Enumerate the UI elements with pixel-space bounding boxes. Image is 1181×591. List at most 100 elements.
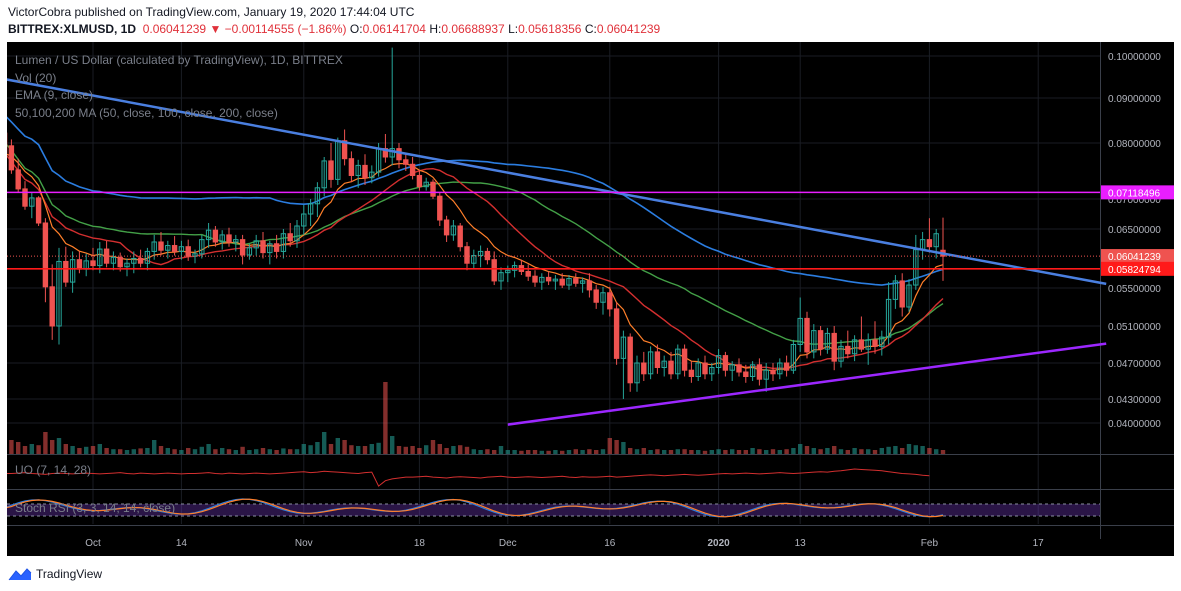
volume-bar [104, 448, 109, 454]
volume-bar [444, 448, 449, 454]
volume-bar [288, 449, 293, 454]
volume-bar [852, 448, 857, 454]
volume-bar [730, 449, 735, 454]
candle-body [437, 195, 443, 221]
candle-body [369, 171, 375, 179]
footer-brand-text: TradingView [36, 567, 103, 581]
price-tag-bg-0 [1101, 185, 1174, 200]
volume-bar [396, 446, 402, 454]
price-tick-label: 0.08000000 [1108, 139, 1161, 150]
volume-bar [342, 440, 347, 454]
candle-body [457, 225, 463, 248]
volume-bar [886, 446, 891, 454]
volume-bar [825, 448, 830, 454]
volume-bar [804, 446, 810, 454]
candle-body [239, 239, 246, 256]
volume-bar [600, 449, 606, 454]
candle-body [471, 255, 477, 264]
candle-body [212, 229, 219, 243]
candle-body [695, 362, 701, 377]
volume-bar [634, 449, 640, 454]
tradingview-logo-icon [8, 568, 32, 581]
footer-brand[interactable]: TradingView [8, 565, 102, 583]
candle-body [192, 253, 198, 257]
candle-body [42, 222, 49, 288]
candle-body [321, 160, 327, 189]
volume-bar [247, 450, 252, 454]
volume-bar [784, 449, 789, 454]
volume-bar [192, 449, 198, 454]
close-value: 0.06041239 [596, 22, 661, 36]
volume-bar [940, 450, 946, 454]
candle-body [702, 362, 708, 375]
chart-panel[interactable]: 0.10000000 0.09000000 0.08000000 0.07000000… [7, 42, 1174, 556]
candle-body [790, 344, 797, 371]
volume-bar [743, 450, 748, 454]
candle-body [586, 280, 593, 291]
candle-body [117, 256, 123, 268]
candle-body [63, 260, 69, 283]
candle-body [267, 243, 273, 254]
candle-body [301, 213, 307, 227]
volume-bar [111, 449, 116, 454]
volume-bar [478, 450, 483, 454]
candle-body [770, 369, 776, 375]
volume-bar [458, 445, 463, 454]
volume-bar [301, 444, 306, 454]
volume-bar [702, 450, 708, 454]
volume-bar [335, 438, 340, 454]
candle-body [171, 245, 178, 252]
candle-body [824, 332, 831, 350]
candle-body [260, 240, 266, 254]
candle-body [654, 351, 661, 368]
volume-bar [77, 448, 82, 454]
open-value: 0.06141704 [362, 22, 426, 36]
volume-bar [451, 446, 456, 454]
volume-bar [512, 450, 517, 454]
candle-body [661, 360, 667, 368]
candle-body [511, 265, 518, 271]
time-tick-label: 14 [176, 538, 188, 549]
candle-body [90, 260, 96, 267]
time-tick-label: Oct [85, 538, 101, 549]
volume-bar [811, 448, 816, 454]
price-tick-label: 0.07000000 [1108, 195, 1161, 206]
candle-body [851, 339, 858, 355]
volume-bar [866, 449, 871, 454]
candle-body [552, 278, 559, 282]
candle-body [539, 276, 545, 283]
candle-body [355, 164, 361, 176]
volume-bar [97, 444, 102, 454]
volume-bar [736, 450, 742, 454]
candle-body [178, 246, 185, 252]
candle-body [131, 258, 137, 264]
candle-body [525, 270, 531, 277]
candle-body [498, 272, 504, 282]
volume-bar [526, 450, 531, 454]
volume-bar [376, 442, 381, 454]
candle-body [620, 336, 627, 359]
volume-bar [233, 450, 238, 454]
candle-body [110, 256, 117, 264]
volume-bar [240, 446, 245, 454]
time-tick-label: 2020 [707, 538, 730, 549]
candle-body [729, 364, 735, 371]
candle-body [634, 362, 640, 384]
time-tick-label: Nov [295, 538, 313, 549]
volume-bar [254, 449, 259, 454]
candle-body [532, 275, 538, 283]
volume-bar [750, 448, 755, 454]
candle-body [97, 248, 103, 267]
high-label: H: [429, 22, 442, 36]
candle-body [151, 241, 157, 252]
volume-bar [199, 446, 204, 454]
volume-bar [315, 442, 320, 454]
chart-svg[interactable]: 0.10000000 0.09000000 0.08000000 0.07000000… [7, 42, 1174, 556]
candle-body [763, 369, 769, 380]
volume-bar [682, 449, 687, 454]
volume-bar [716, 449, 721, 454]
candle-body [287, 233, 293, 242]
candle-body [892, 280, 899, 300]
volume-bar [294, 449, 300, 454]
high-value: 0.06688937 [441, 22, 505, 36]
